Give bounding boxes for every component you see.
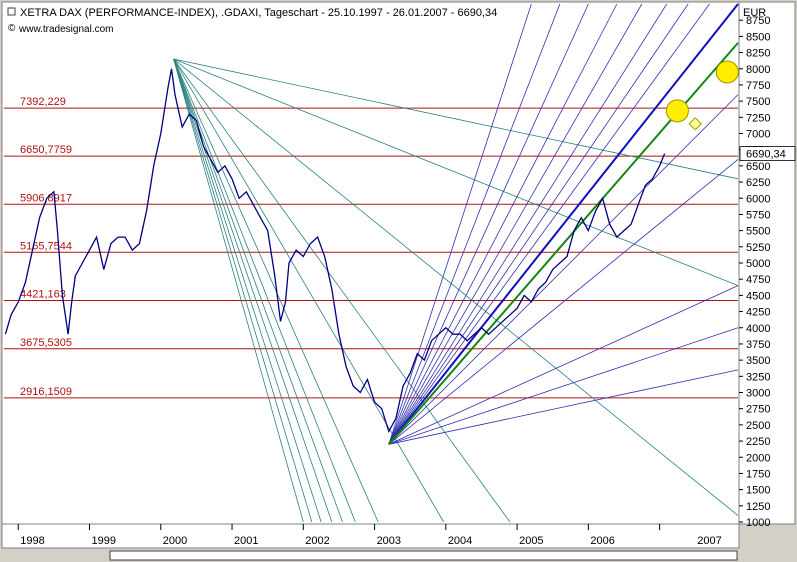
fan-up-line — [388, 3, 689, 445]
x-tick-label: 2000 — [163, 535, 187, 547]
fan-down-line — [173, 58, 304, 523]
y-tick-label: 6000 — [746, 193, 770, 205]
y-tick-label: 6500 — [746, 161, 770, 173]
x-tick-label: 2001 — [234, 535, 258, 547]
fan-up-line — [388, 3, 618, 445]
x-tick-label: 1998 — [20, 535, 44, 547]
level-label: 7392,229 — [20, 96, 66, 108]
y-tick-label: 2250 — [746, 436, 770, 448]
fan-down-line — [173, 58, 343, 523]
fan-up-line — [388, 3, 643, 445]
fan-down-line — [173, 58, 322, 523]
fan-up-line — [388, 3, 668, 445]
y-tick-label: 2500 — [746, 420, 770, 432]
fan-up-line — [388, 3, 561, 445]
y-tick-label: 4250 — [746, 307, 770, 319]
level-label: 4421,163 — [20, 288, 66, 300]
y-tick-label: 8000 — [746, 64, 770, 76]
price-line — [4, 68, 666, 434]
price-series — [4, 68, 666, 434]
last-value-label: 6690,34 — [746, 149, 786, 161]
fan-down-line — [173, 58, 313, 523]
copyright-icon: © — [8, 23, 16, 34]
trend-line-blue — [388, 3, 739, 445]
fan-up-line — [388, 3, 589, 445]
currency-label: EUR — [743, 7, 766, 19]
marker-diamond — [688, 117, 702, 131]
fan-down-line — [173, 58, 445, 523]
y-tick-label: 7500 — [746, 96, 770, 108]
y-tick-label: 4750 — [746, 274, 770, 286]
y-tick-label: 1500 — [746, 485, 770, 497]
y-tick-label: 3000 — [746, 388, 770, 400]
y-tick-label: 8500 — [746, 31, 770, 43]
marker-circle — [665, 99, 689, 123]
markers — [665, 60, 739, 131]
x-tick-label: 2005 — [519, 535, 543, 547]
y-tick-label: 5500 — [746, 226, 770, 238]
y-axis-panel — [738, 1, 796, 525]
y-tick-label: 7250 — [746, 112, 770, 124]
marker-circle — [715, 60, 739, 84]
y-tick-label: 4500 — [746, 290, 770, 302]
fan-down-line — [173, 58, 739, 180]
x-tick-label: 2006 — [590, 535, 614, 547]
y-tick-label: 3250 — [746, 371, 770, 383]
x-tick-label: 2002 — [305, 535, 329, 547]
y-tick-label: 1000 — [746, 517, 770, 529]
source-label: www.tradesignal.com — [18, 24, 113, 35]
horizontal-scrollbar[interactable] — [109, 550, 738, 561]
y-tick-label: 7750 — [746, 80, 770, 92]
y-tick-label: 6250 — [746, 177, 770, 189]
fan-up-line — [388, 327, 739, 445]
level-label: 5906,8917 — [20, 192, 72, 204]
fan-down-line — [173, 58, 379, 523]
y-tick-label: 3750 — [746, 339, 770, 351]
y-axis: 1000 1250 1500 1750 2000 2250 2500 2750 3000 3250… — [739, 15, 796, 529]
fan-up-line — [388, 3, 532, 445]
last-value-box — [739, 146, 796, 161]
fan-lines — [173, 3, 739, 523]
chart-title: XETRA DAX (PERFORMANCE-INDEX), .GDAXI, T… — [20, 7, 497, 19]
level-label: 5165,7544 — [20, 240, 72, 252]
fan-up-line — [388, 94, 739, 445]
fan-up-line — [388, 285, 739, 445]
level-label: 2916,1509 — [20, 386, 72, 398]
fan-up-line — [388, 3, 710, 445]
fan-up-line — [388, 159, 739, 445]
y-tick-label: 8750 — [746, 15, 770, 27]
series-toggle-icon[interactable] — [7, 7, 16, 16]
fan-down-line — [173, 58, 739, 287]
y-tick-label: 1250 — [746, 501, 770, 513]
x-tick-label: 2003 — [377, 535, 401, 547]
y-tick-label: 2000 — [746, 452, 770, 464]
y-tick-label: 7000 — [746, 129, 770, 141]
y-tick-label: 3500 — [746, 355, 770, 367]
x-axis: 1998 1999 2000 2001 2002 2003 2004 2005 2006 2007 — [17, 524, 722, 547]
y-tick-label: 1750 — [746, 468, 770, 480]
x-axis-panel — [1, 523, 740, 549]
fan-down-line — [173, 58, 356, 523]
fan-down-line — [173, 58, 333, 523]
level-label: 3675,5305 — [20, 337, 72, 349]
fan-down-line — [173, 58, 739, 516]
y-tick-label: 5250 — [746, 242, 770, 254]
y-tick-label: 4000 — [746, 323, 770, 335]
y-tick-label: 8250 — [746, 48, 770, 60]
x-tick-label: 2007 — [697, 535, 721, 547]
fan-up-line — [388, 369, 739, 445]
x-tick-label: 1999 — [92, 535, 116, 547]
fan-down-line — [173, 58, 511, 523]
y-tick-label: 5000 — [746, 258, 770, 270]
y-tick-label: 2750 — [746, 404, 770, 416]
y-tick-label: 5750 — [746, 209, 770, 221]
level-label: 6650,7759 — [20, 144, 72, 156]
x-tick-label: 2004 — [448, 535, 472, 547]
